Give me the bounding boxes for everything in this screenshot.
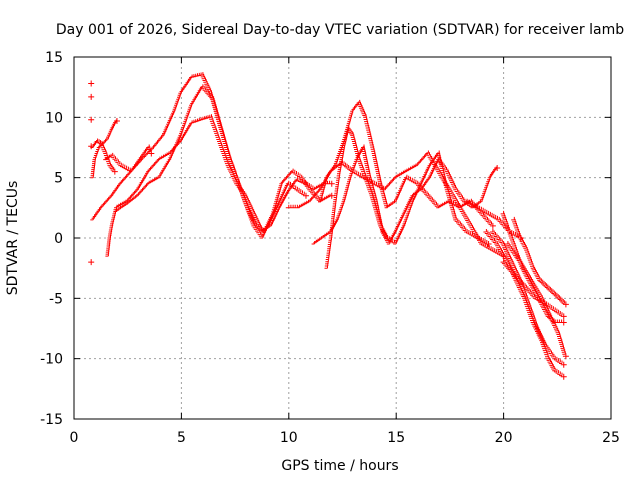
series-markers — [464, 198, 524, 241]
outlier-point — [88, 80, 95, 87]
y-tick-label: -10 — [40, 352, 63, 368]
y-tick-label: -5 — [49, 291, 63, 307]
series-track-5 — [90, 138, 118, 175]
axis-ticks — [73, 56, 612, 420]
x-tick-label: 25 — [602, 430, 620, 446]
series-track-7 — [318, 99, 496, 229]
data-points — [88, 72, 569, 380]
series-markers — [504, 241, 569, 360]
x-tick-label: 20 — [495, 430, 513, 446]
y-tick-label: 5 — [54, 171, 63, 187]
series-markers — [105, 114, 335, 257]
x-tick-label: 10 — [280, 430, 298, 446]
series-markers — [90, 138, 118, 175]
series-track-14 — [511, 216, 569, 308]
tick-labels: 0 5 10 15 20 25 -15 -10 -5 0 5 10 15 — [40, 50, 620, 446]
x-tick-label: 15 — [387, 430, 405, 446]
plus-marker — [88, 116, 95, 123]
x-axis-label: GPS time / hours — [281, 458, 398, 474]
series-track-6 — [103, 144, 155, 173]
series-track-16 — [504, 241, 569, 360]
series-track-17 — [464, 198, 524, 241]
plus-marker — [88, 259, 95, 266]
series-markers — [103, 144, 155, 173]
x-tick-label: 5 — [177, 430, 186, 446]
series-markers — [500, 259, 567, 320]
plus-marker — [88, 80, 95, 87]
outlier-point — [88, 93, 95, 100]
series-markers — [285, 150, 507, 260]
series-track-15 — [500, 259, 567, 320]
y-tick-label: 10 — [45, 110, 63, 126]
chart-title: Day 001 of 2026, Sidereal Day-to-day VTE… — [56, 22, 624, 38]
x-tick-label: 0 — [70, 430, 79, 446]
y-tick-label: -15 — [40, 412, 63, 428]
series-markers — [511, 216, 569, 308]
outlier-point — [88, 116, 95, 123]
y-axis-label: SDTVAR / TECUs — [5, 181, 21, 296]
grid — [74, 57, 611, 419]
series-track-3 — [105, 114, 335, 257]
series-markers — [318, 99, 496, 229]
y-tick-label: 15 — [45, 50, 63, 66]
series-track-10 — [285, 150, 507, 260]
y-tick-label: 0 — [54, 231, 63, 247]
plus-marker — [88, 93, 95, 100]
outlier-point — [88, 259, 95, 266]
